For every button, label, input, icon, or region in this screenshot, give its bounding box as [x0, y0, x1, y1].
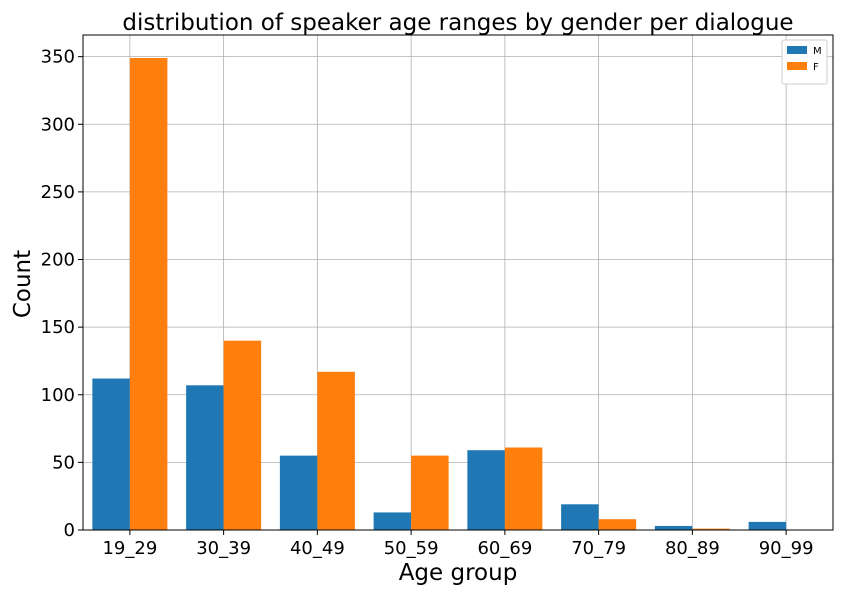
bar-m-19_29	[92, 378, 130, 530]
x-tick-label: 60_69	[477, 538, 532, 559]
legend-label: F	[813, 62, 819, 73]
legend-swatch	[787, 46, 807, 54]
y-tick-label: 250	[41, 182, 75, 203]
bar-m-80_89	[654, 525, 693, 530]
bar-f-19_29	[129, 57, 168, 531]
bar-m-40_49	[279, 455, 318, 530]
bar-f-80_89	[692, 528, 730, 530]
legend-swatch	[787, 62, 807, 70]
legend: MF	[781, 39, 828, 85]
bar-m-60_69	[467, 450, 505, 530]
bar-f-50_59	[411, 455, 449, 530]
bar-m-50_59	[373, 512, 412, 530]
y-tick-label: 200	[41, 250, 75, 271]
x-axis-ticks: 19_29 30_39 40_49 50_59 60_69 70_79 80_89 90_99	[102, 530, 814, 559]
bar-f-70_79	[598, 519, 637, 530]
legend-label: M	[813, 46, 822, 57]
bar-f-30_39	[223, 340, 262, 530]
y-tick-label: 50	[52, 452, 75, 473]
x-tick-label: 90_99	[759, 538, 814, 559]
x-tick-label: 80_89	[665, 538, 720, 559]
y-axis-title: Count	[10, 250, 36, 318]
y-axis-ticks: 0 50 100 150 200 250 300 350	[41, 47, 83, 541]
bar-f-40_49	[317, 371, 355, 530]
x-tick-label: 50_59	[384, 538, 439, 559]
y-tick-label: 150	[41, 317, 75, 338]
bar-m-70_79	[561, 504, 599, 530]
y-tick-label: 100	[41, 385, 75, 406]
x-tick-label: 70_79	[571, 538, 626, 559]
x-tick-label: 19_29	[102, 538, 157, 559]
x-tick-label: 40_49	[290, 538, 345, 559]
bar-m-90_99	[748, 521, 787, 530]
y-tick-label: 350	[41, 47, 75, 68]
y-tick-label: 300	[41, 114, 75, 135]
x-axis-title: Age group	[399, 560, 518, 586]
bar-f-60_69	[504, 447, 543, 530]
y-tick-label: 0	[64, 520, 75, 541]
bars	[92, 57, 787, 531]
x-tick-label: 30_39	[196, 538, 251, 559]
chart-title: distribution of speaker age ranges by ge…	[122, 10, 793, 36]
bar-m-30_39	[186, 385, 224, 530]
plot-frame	[82, 34, 834, 531]
